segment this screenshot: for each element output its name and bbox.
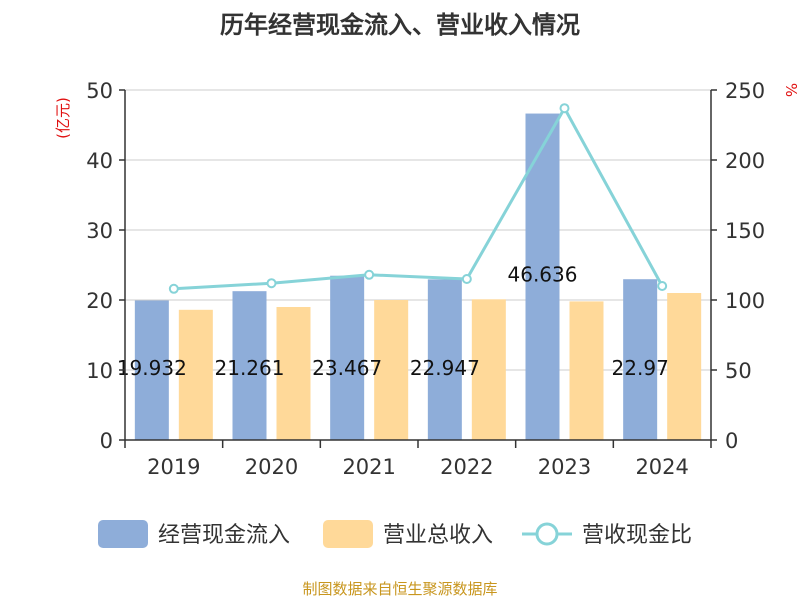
- line-point-cash-ratio-2021: [364, 269, 375, 280]
- source-note: 制图数据来自恒生聚源数据库: [302, 580, 497, 598]
- legend-swatch-revenue: [323, 520, 373, 548]
- y-left-tick-label-30: 30: [86, 219, 113, 243]
- bar-revenue-2019: [178, 309, 213, 440]
- bar-revenue-2022: [471, 299, 506, 440]
- y-left-tick-label-40: 40: [86, 149, 113, 173]
- line-point-cash-ratio-2023: [559, 103, 570, 114]
- grid-lines: [125, 89, 711, 371]
- x-tick-label-2023: 2023: [538, 455, 591, 479]
- line-point-cash-ratio-2020: [266, 278, 277, 289]
- y-left-tick-label-10: 10: [86, 359, 113, 383]
- legend: 经营现金流入 营业总收入 营收现金比: [98, 520, 692, 548]
- bar-revenue-2021: [374, 300, 409, 440]
- x-tick-label-2024: 2024: [635, 455, 688, 479]
- line-point-cash-ratio-2022: [461, 274, 472, 284]
- bar-cash-inflow-2021: [330, 275, 365, 440]
- y-left-tick-label-20: 20: [86, 289, 113, 313]
- y-left-tick-label-50: 50: [86, 79, 113, 103]
- bar-cash-inflow-2020: [232, 291, 267, 440]
- x-tick-label-2021: 2021: [342, 455, 395, 479]
- bars-group: [134, 113, 702, 440]
- bar-cash-inflow-2019: [134, 300, 169, 440]
- line-series-group: [168, 103, 668, 294]
- legend-label-cash-inflow: 经营现金流入: [158, 523, 290, 548]
- bar-cash-inflow-2022: [427, 279, 462, 440]
- y-right-tick-label-50: 50: [725, 359, 752, 383]
- bar-label-cash-inflow-2020: 21.261: [215, 356, 285, 380]
- line-point-cash-ratio-2024: [657, 281, 668, 291]
- bar-revenue-2020: [276, 307, 311, 440]
- y-right-tick-label-250: 250: [725, 79, 765, 103]
- legend-label-cash-ratio: 营收现金比: [582, 523, 692, 548]
- legend-swatch-line-marker: [535, 522, 559, 546]
- bar-label-cash-inflow-2023: 46.636: [508, 263, 578, 287]
- x-tick-label-2022: 2022: [440, 455, 493, 479]
- axes-group: 0 10 20 30 40 50 0 50 100 150 200 250 2019 2020 2021 20…: [86, 79, 765, 479]
- line-cash-ratio: [173, 105, 664, 291]
- chart-title: 历年经营现金流入、营业收入情况: [220, 11, 580, 39]
- y-right-tick-label-150: 150: [725, 219, 765, 243]
- bar-label-cash-inflow-2019: 19.932: [117, 356, 187, 380]
- bar-labels-group: 19.932 21.261 23.467 22.947 46.636 22.97: [117, 263, 669, 380]
- y-axis-left-label: (亿元): [54, 97, 72, 139]
- bar-label-cash-inflow-2022: 22.947: [410, 356, 480, 380]
- y-left-tick-label-0: 0: [100, 429, 113, 453]
- bar-label-cash-inflow-2024: 22.97: [612, 356, 669, 380]
- y-right-tick-label-100: 100: [725, 289, 765, 313]
- y-axis-right-label: %: [782, 83, 800, 97]
- bar-label-cash-inflow-2021: 23.467: [312, 356, 382, 380]
- x-tick-label-2020: 2020: [245, 455, 298, 479]
- y-right-tick-label-200: 200: [725, 149, 765, 173]
- legend-label-revenue: 营业总收入: [383, 523, 493, 548]
- bar-cash-inflow-2024: [623, 279, 658, 440]
- line-point-cash-ratio-2019: [168, 283, 179, 294]
- y-right-tick-label-0: 0: [725, 429, 738, 453]
- x-tick-label-2019: 2019: [147, 455, 200, 479]
- bar-revenue-2024: [667, 293, 702, 440]
- bar-revenue-2023: [569, 301, 604, 440]
- legend-swatch-cash-inflow: [98, 520, 148, 548]
